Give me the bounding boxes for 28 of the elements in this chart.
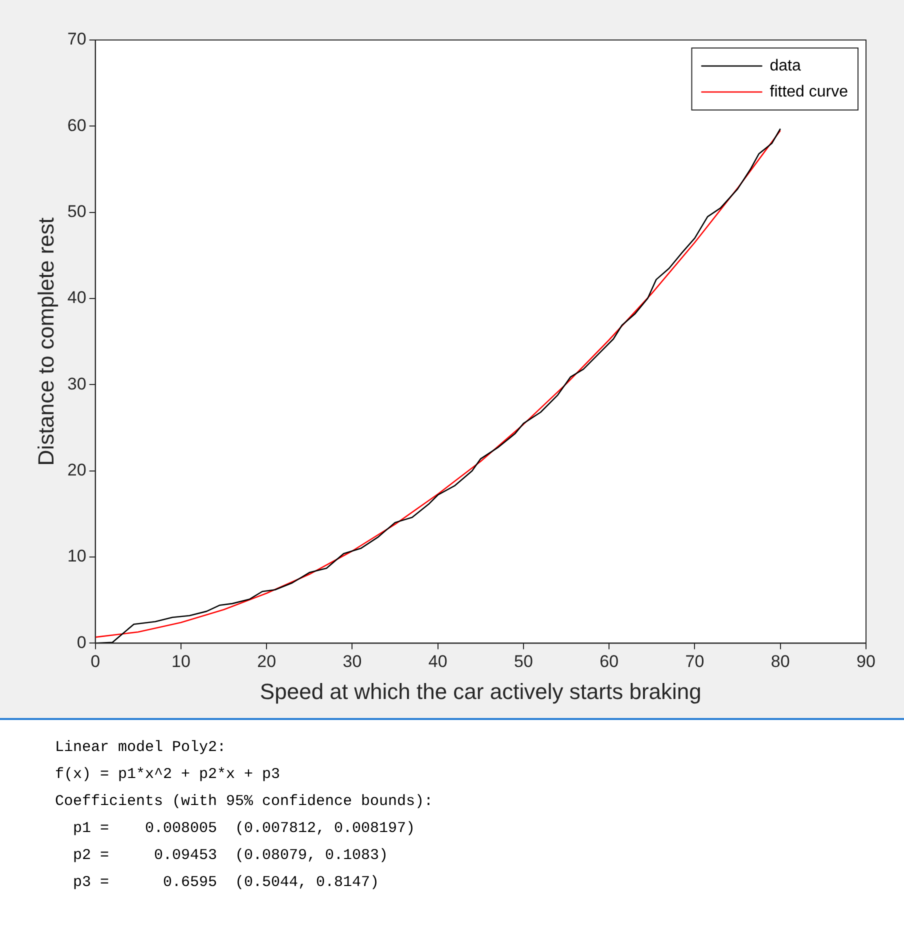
y-tick-label: 0 — [76, 632, 86, 652]
x-tick-label: 60 — [600, 652, 619, 672]
y-tick-label: 50 — [67, 202, 86, 222]
y-tick-label: 60 — [67, 116, 86, 135]
text: f(x) = p1*x^2 + p2*x + p3 — [55, 765, 282, 785]
x-tick-label: 10 — [171, 652, 190, 672]
x-tick-label: 80 — [770, 652, 790, 672]
x-tick-label: 20 — [257, 652, 276, 672]
x-tick-label: 70 — [685, 652, 704, 672]
x-tick-label: 90 — [856, 652, 876, 672]
y-tick-label: 20 — [67, 460, 86, 480]
x-tick-label: 0 — [90, 652, 100, 672]
x-tick-label: 50 — [514, 652, 533, 672]
y-tick-label: 70 — [67, 30, 86, 49]
x-tick-label: 40 — [428, 652, 448, 672]
text: Coefficients (with 95% confidence bounds): — [55, 792, 434, 812]
x-tick-label: 30 — [342, 652, 362, 672]
y-tick-label: 30 — [67, 374, 86, 394]
text: Linear model Poly2: — [55, 738, 228, 758]
legend-label: fitted curve — [770, 83, 848, 100]
x-axis-title: Speed at which the car actively starts braking — [260, 678, 702, 704]
text: p3 = 0.6595 (0.5044, 0.8147) — [72, 873, 380, 893]
y-axis-title: Distance to complete rest — [33, 217, 58, 466]
legend-label: data — [770, 57, 801, 74]
text: p1 = 0.008005 (0.007812, 0.008197) — [72, 819, 416, 839]
y-tick-label: 40 — [67, 288, 86, 308]
y-tick-label: 10 — [67, 546, 86, 566]
text: p2 = 0.09453 (0.08079, 0.1083) — [72, 846, 390, 866]
